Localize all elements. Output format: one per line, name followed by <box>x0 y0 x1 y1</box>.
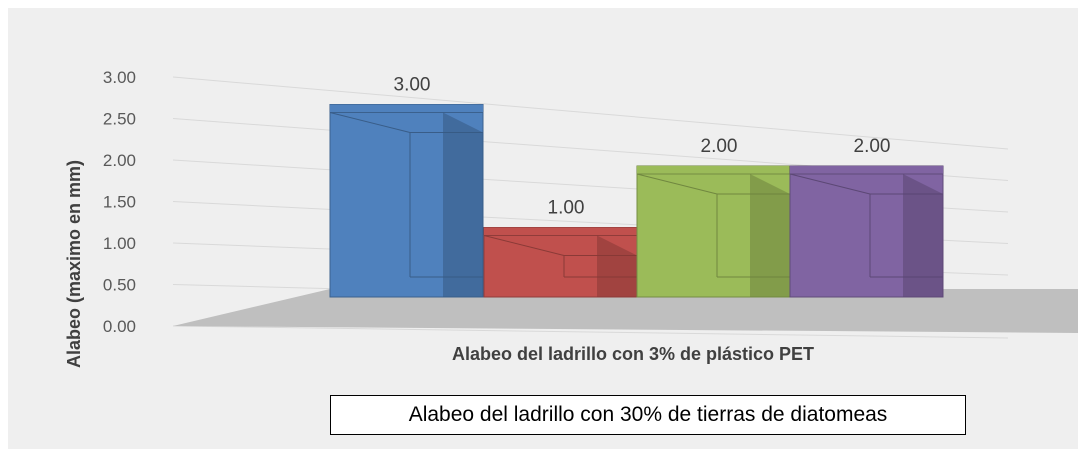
y-tick-label: 0.00 <box>103 317 136 336</box>
bar-edge <box>789 173 871 195</box>
bar-top <box>330 104 483 113</box>
bar-top <box>484 227 637 236</box>
y-tick-label: 3.00 <box>103 68 136 87</box>
y-tick-label: 2.00 <box>103 151 136 170</box>
bar <box>636 165 791 298</box>
y-tick-label: 1.00 <box>103 234 136 253</box>
bar-edge <box>483 235 565 256</box>
x-axis-title: Alabeo del ladrillo con 3% de plástico P… <box>452 344 814 364</box>
y-tick-label: 1.50 <box>103 193 136 212</box>
data-label: 2.00 <box>854 136 891 157</box>
y-tick-labels: 0.00 0.50 1.00 1.50 2.00 2.50 3.00 <box>103 68 136 336</box>
bar <box>789 165 944 298</box>
floor-plane <box>173 289 1078 333</box>
bar-edge <box>636 173 718 195</box>
bars <box>329 104 944 298</box>
bar-chart: 0.00 0.50 1.00 1.50 2.00 2.50 3.00 3.00 1.00 2.0… <box>64 68 1078 368</box>
caption-box: Alabeo del ladrillo con 30% de tierras d… <box>330 395 966 435</box>
y-tick-label: 2.50 <box>103 110 136 129</box>
chart-floor <box>173 289 1078 333</box>
chart-area: 0.00 0.50 1.00 1.50 2.00 2.50 3.00 3.00 1.00 2.0… <box>8 8 1078 449</box>
bar-top <box>790 166 943 174</box>
bar-side <box>750 174 790 297</box>
bar-edge <box>329 112 411 133</box>
data-label: 2.00 <box>701 136 738 157</box>
bar-side <box>597 235 637 297</box>
gridline <box>172 76 1009 150</box>
bar-top <box>637 166 790 174</box>
data-labels: 3.00 1.00 2.00 2.00 <box>394 75 891 219</box>
data-label: 1.00 <box>548 198 585 219</box>
bar-side <box>903 174 943 297</box>
bar <box>483 227 638 298</box>
bar <box>329 104 484 298</box>
gridline <box>172 325 1009 339</box>
data-label: 3.00 <box>394 75 431 96</box>
y-tick-label: 0.50 <box>103 276 136 295</box>
bar-side <box>443 112 483 297</box>
caption-text: Alabeo del ladrillo con 30% de tierras d… <box>408 403 888 426</box>
y-axis-title: Alabeo (maximo en mm) <box>64 160 84 368</box>
